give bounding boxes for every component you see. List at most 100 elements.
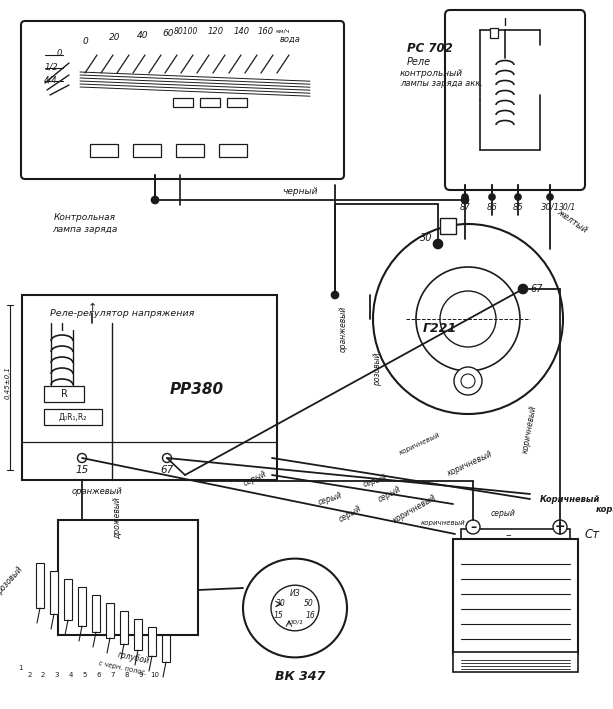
Bar [461,529,570,549]
Text: 10: 10 [151,672,159,678]
Text: коричневый: коричневый [421,520,465,526]
Circle shape [433,240,443,248]
Text: ИЗ: ИЗ [290,589,300,598]
Text: км/ч: км/ч [276,28,290,33]
Text: 160: 160 [258,26,274,35]
Circle shape [519,284,528,294]
Text: коричневый: коричневый [398,432,441,456]
Text: розовый: розовый [373,352,383,386]
Text: Ст: Ст [584,527,600,540]
Text: серый: серый [337,504,363,524]
Text: серый: серый [377,484,403,504]
Text: Коричневый: Коричневый [539,494,600,503]
Text: Г221: Г221 [423,323,457,335]
Text: Реле: Реле [407,57,431,67]
Bar [36,563,44,608]
Text: Д₀R₁,R₂: Д₀R₁,R₂ [59,413,87,421]
Text: серый: серый [317,491,343,507]
Circle shape [151,196,159,203]
Text: 80100: 80100 [174,26,198,35]
Bar [490,28,498,38]
Text: 6: 6 [97,672,101,678]
Text: вода: вода [280,35,300,43]
Bar [44,409,102,425]
Circle shape [373,224,563,414]
Bar [148,627,156,656]
FancyBboxPatch shape [21,21,344,179]
Text: коричневый: коричневый [596,505,613,513]
Text: с черн. полос.: с черн. полос. [99,660,148,676]
Circle shape [461,374,475,388]
Text: 9: 9 [139,672,143,678]
Bar [134,619,142,650]
Ellipse shape [271,585,319,631]
Bar [219,144,247,157]
Text: ↑: ↑ [87,303,97,313]
Bar [44,386,84,402]
Text: 0: 0 [56,48,62,57]
Text: серый: серый [242,469,268,489]
Text: серый: серый [362,473,388,489]
Bar [176,144,204,157]
Text: черный: черный [282,187,318,196]
Text: 85: 85 [512,203,524,211]
Bar [58,520,198,635]
Bar [173,98,193,107]
Text: 50: 50 [304,600,314,608]
Text: 3: 3 [55,672,59,678]
Circle shape [553,520,567,534]
Text: Реле-регулятор напряжения: Реле-регулятор напряжения [50,308,194,318]
Text: 40: 40 [137,30,149,40]
Text: голубой: голубой [116,650,150,666]
Text: 15: 15 [274,610,284,620]
Bar [92,595,100,632]
Text: 86: 86 [487,203,497,211]
Text: 0: 0 [82,36,88,45]
Text: 7: 7 [111,672,115,678]
Text: +: + [555,520,565,533]
Bar [78,587,86,626]
Text: 87: 87 [460,203,470,211]
Circle shape [416,267,520,371]
Text: РС 702: РС 702 [407,43,453,55]
Text: 30: 30 [420,233,432,243]
Text: 5: 5 [83,672,87,678]
Text: коричневый: коричневый [446,450,494,479]
Text: R: R [61,389,67,399]
Text: 16: 16 [306,610,316,620]
Bar [22,295,277,480]
Bar [50,571,58,614]
Text: лампы заряда акк.: лампы заряда акк. [400,79,483,89]
Bar [133,144,161,157]
Circle shape [440,291,496,347]
Text: розовый: розовый [0,564,25,596]
Circle shape [515,194,521,200]
Bar [227,98,247,107]
Circle shape [454,367,482,395]
Text: 67: 67 [161,465,173,475]
Text: 2: 2 [41,672,45,678]
Text: желтый: желтый [555,207,589,235]
Circle shape [462,196,468,203]
Text: Контрольная: Контрольная [54,213,116,221]
Text: 15: 15 [75,465,89,475]
Bar [120,611,128,644]
Circle shape [332,291,338,298]
Circle shape [489,194,495,200]
Bar [200,98,220,107]
Text: серый: серый [490,510,516,518]
Text: оранжевый: оранжевый [72,488,123,496]
Text: 140: 140 [234,26,250,35]
Text: 67: 67 [531,284,543,294]
Text: 120: 120 [208,26,224,35]
Bar [90,144,118,157]
Text: 0,45±0,1: 0,45±0,1 [5,367,11,399]
Text: 1: 1 [18,665,22,671]
Ellipse shape [243,559,347,657]
Bar [106,603,114,638]
Bar [64,579,72,620]
Text: контрольный: контрольный [400,69,463,77]
Text: 30: 30 [276,600,286,608]
Text: 4/4: 4/4 [44,75,58,84]
Bar [453,539,578,654]
